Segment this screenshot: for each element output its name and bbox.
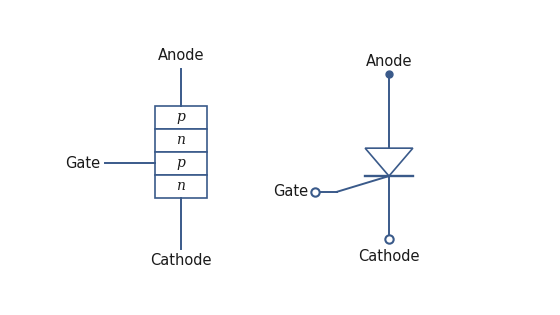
Polygon shape	[365, 148, 413, 176]
Text: n: n	[176, 179, 185, 193]
Text: Cathode: Cathode	[150, 253, 212, 268]
Text: n: n	[176, 133, 185, 147]
Text: Anode: Anode	[157, 48, 204, 63]
Bar	[155, 152, 207, 175]
Text: Anode: Anode	[366, 54, 412, 69]
Bar	[155, 129, 207, 152]
Text: Gate: Gate	[274, 184, 309, 199]
Bar	[155, 106, 207, 129]
Text: Gate: Gate	[66, 156, 100, 171]
Bar	[155, 175, 207, 198]
Text: Cathode: Cathode	[358, 249, 420, 264]
Text: p: p	[176, 110, 185, 124]
Text: p: p	[176, 156, 185, 170]
